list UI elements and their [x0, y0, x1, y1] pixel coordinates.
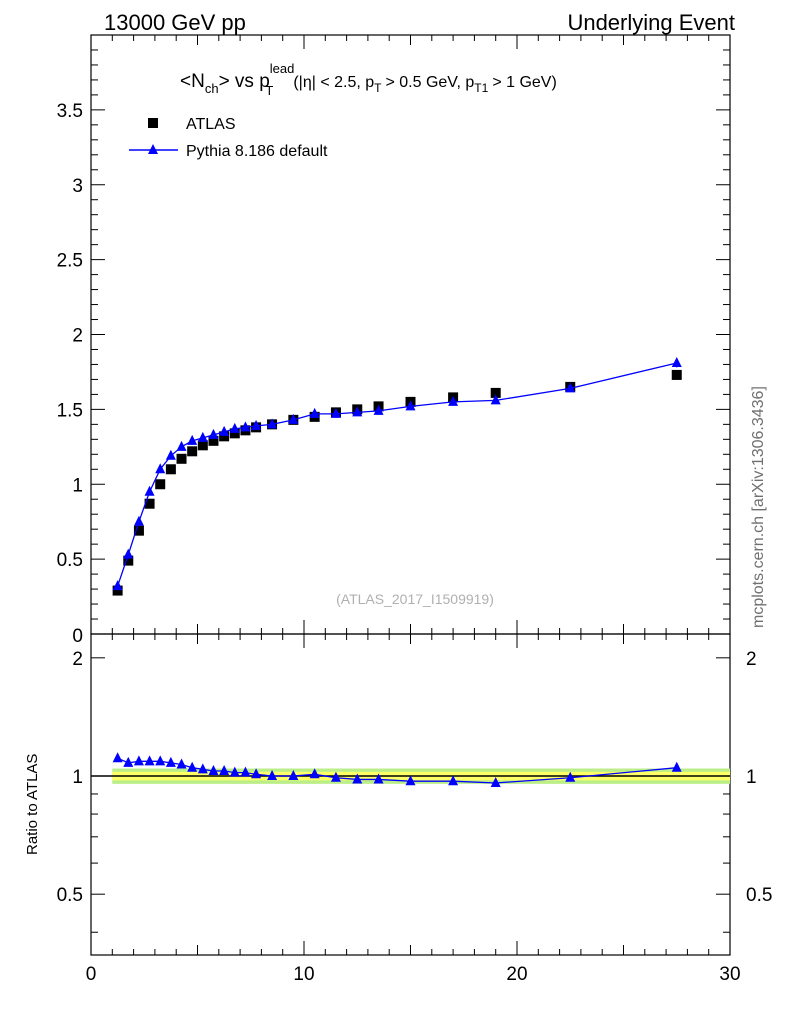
ratio-point: [219, 764, 230, 775]
watermark: (ATLAS_2017_I1509919): [336, 591, 494, 607]
ratio-point: [288, 770, 299, 781]
x-tick-label: 10: [293, 964, 314, 985]
ratio-point: [133, 755, 144, 766]
bottom-y-tick-label: 1: [72, 767, 83, 788]
side-label: mcplots.cern.ch [arXiv:1306.3436]: [750, 386, 767, 628]
top-y-tick-label: 0: [72, 626, 83, 647]
pythia-point: [267, 418, 278, 429]
ratio-point: [267, 770, 278, 781]
ratio-point: [144, 755, 155, 766]
top-y-tick-label: 1.5: [57, 400, 83, 421]
legend-marker-pythia: [148, 144, 158, 154]
pythia-point: [565, 382, 576, 393]
ratio-point: [229, 766, 240, 777]
ratio-point: [373, 773, 384, 784]
chart-title: <Nch> vs plead T (|η| < 2.5, pT > 0.5 GeV, …: [180, 61, 557, 98]
ratio-point: [187, 761, 198, 772]
legend-label-pythia: Pythia 8.186 default: [186, 143, 328, 160]
pythia-point: [352, 406, 363, 417]
atlas-point: [219, 431, 230, 442]
pythia-point: [165, 449, 176, 460]
pythia-point: [133, 515, 144, 526]
ratio-point: [405, 775, 416, 786]
atlas-point: [208, 435, 219, 446]
x-tick-label: 30: [719, 964, 740, 985]
pythia-point: [330, 407, 341, 418]
atlas-point: [229, 428, 240, 439]
pythia-point: [187, 434, 198, 445]
ratio-point: [330, 771, 341, 782]
pythia-point: [144, 485, 155, 496]
ratio-point: [448, 775, 459, 786]
atlas-point: [165, 464, 176, 475]
pythia-point: [309, 407, 320, 418]
bottom-axes: 0 10 20 30 0.5 0.5 1 1 2 2: [57, 634, 772, 985]
pythia-point: [123, 548, 134, 559]
ratio-point: [352, 773, 363, 784]
bottom-data: [91, 752, 731, 787]
ratio-point: [176, 758, 187, 769]
pythia-point: [240, 421, 251, 432]
bottom-y-tick-label: 0.5: [57, 885, 83, 906]
pythia-point: [251, 419, 262, 430]
pythia-point: [219, 425, 230, 436]
ratio-ylabel: Ratio to ATLAS: [24, 754, 41, 855]
header-right: Underlying Event: [567, 10, 735, 35]
atlas-point: [123, 555, 134, 566]
pythia-point: [155, 463, 166, 474]
top-y-tick-label: 0.5: [57, 550, 83, 571]
bottom-y-tick-label-right: 0.5: [746, 885, 772, 906]
pythia-point: [208, 428, 219, 439]
ratio-point: [165, 756, 176, 767]
pythia-line: [117, 362, 677, 587]
pythia-point: [373, 404, 384, 415]
atlas-point: [490, 387, 501, 398]
top-axes: 0.5 1 1.5 2 2.5 3 3.5 0: [57, 35, 731, 647]
ratio-point: [309, 768, 320, 779]
ratio-point: [565, 771, 576, 782]
atlas-point: [155, 479, 166, 490]
ratio-point: [197, 763, 208, 774]
pythia-point: [197, 431, 208, 442]
pythia-point: [448, 395, 459, 406]
atlas-point: [187, 446, 198, 457]
top-data: [112, 356, 682, 596]
legend-label-atlas: ATLAS: [186, 116, 236, 133]
top-y-tick-label: 3: [72, 176, 83, 197]
legend-marker-atlas: [148, 118, 158, 128]
legend: ATLAS Pythia 8.186 default: [129, 116, 328, 160]
top-y-tick-label: 3.5: [57, 101, 83, 122]
ratio-point: [155, 755, 166, 766]
ratio-point: [123, 756, 134, 767]
atlas-point: [671, 369, 682, 380]
x-tick-label: 20: [506, 964, 527, 985]
ratio-point: [251, 768, 262, 779]
atlas-point: [133, 525, 144, 536]
bottom-panel-frame: [90, 633, 731, 956]
pythia-point: [288, 413, 299, 424]
ratio-point: [490, 776, 501, 787]
pythia-point: [229, 422, 240, 433]
top-y-tick-label: 2.5: [57, 251, 83, 272]
atlas-point: [176, 453, 187, 464]
ratio-point: [208, 764, 219, 775]
header-left: 13000 GeV pp: [104, 10, 246, 35]
atlas-point: [144, 498, 155, 509]
pythia-point: [176, 440, 187, 451]
x-tick-label: 0: [86, 964, 97, 985]
bottom-y-tick-label-right: 2: [746, 649, 757, 670]
atlas-point: [112, 585, 123, 596]
pythia-point: [490, 394, 501, 405]
ratio-point: [112, 752, 123, 763]
pythia-point: [112, 580, 123, 591]
atlas-point: [197, 440, 208, 451]
top-y-tick-label: 1: [72, 475, 83, 496]
top-y-tick-label: 2: [72, 326, 83, 347]
ratio-point: [240, 766, 251, 777]
bottom-y-tick-label-right: 1: [746, 767, 757, 788]
bottom-y-tick-label: 2: [72, 649, 83, 670]
pythia-point: [405, 400, 416, 411]
